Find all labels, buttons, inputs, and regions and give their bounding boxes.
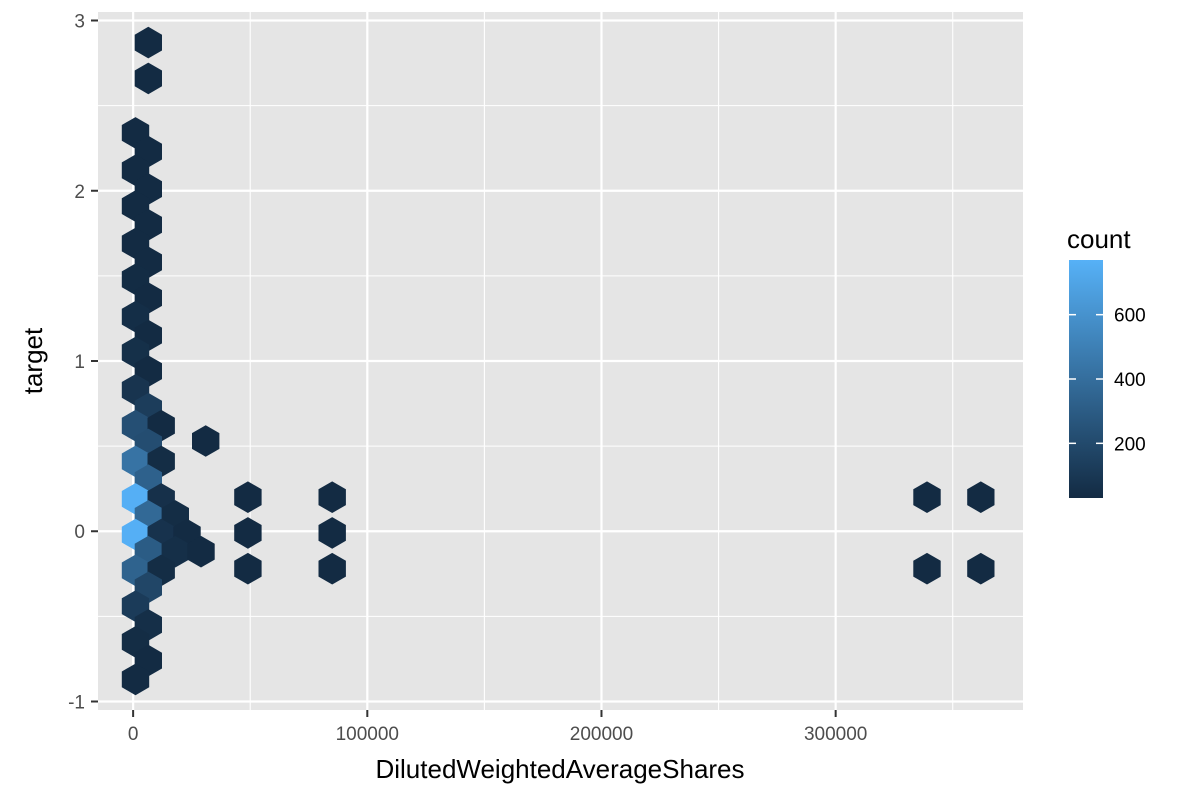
hex-bin bbox=[121, 663, 150, 696]
hex-bin bbox=[967, 481, 995, 513]
hex-bin bbox=[234, 552, 262, 585]
x-axis-title: DilutedWeightedAverageShares bbox=[375, 754, 744, 784]
y-tick-label: 2 bbox=[74, 182, 85, 203]
hex-bin bbox=[318, 552, 346, 585]
y-tick-label: 3 bbox=[74, 12, 85, 33]
hex-bin bbox=[134, 62, 162, 95]
y-tick-label: 1 bbox=[74, 352, 85, 373]
legend: count 200 400 600 bbox=[1067, 224, 1146, 498]
legend-title: count bbox=[1067, 224, 1131, 254]
x-tick-label: 200000 bbox=[570, 724, 633, 745]
hex-bin bbox=[234, 517, 262, 549]
legend-tick-label: 600 bbox=[1114, 306, 1146, 327]
hex-bin bbox=[967, 552, 995, 585]
hex-bins bbox=[121, 26, 995, 696]
legend-tick-label: 200 bbox=[1114, 434, 1146, 455]
x-tick-label: 0 bbox=[128, 724, 139, 745]
x-axis: 0 100000 200000 300000 bbox=[128, 710, 867, 745]
x-tick-label: 300000 bbox=[804, 724, 867, 745]
hex-bin bbox=[318, 481, 346, 513]
legend-tick-label: 400 bbox=[1114, 370, 1146, 391]
hex-bin bbox=[187, 535, 215, 568]
hex-bin bbox=[913, 481, 941, 513]
y-tick-label: -1 bbox=[68, 692, 85, 713]
hex-bin bbox=[134, 26, 162, 59]
y-axis-title: target bbox=[18, 327, 48, 394]
legend-ticks: 200 400 600 bbox=[1069, 306, 1146, 455]
x-tick-label: 100000 bbox=[336, 724, 399, 745]
hex-bin bbox=[234, 481, 262, 513]
y-axis: -1 0 1 2 3 bbox=[68, 12, 98, 713]
y-tick-label: 0 bbox=[74, 522, 85, 543]
hex-bin bbox=[913, 552, 941, 585]
hex-bin bbox=[318, 517, 346, 549]
hex-bin bbox=[192, 425, 220, 457]
